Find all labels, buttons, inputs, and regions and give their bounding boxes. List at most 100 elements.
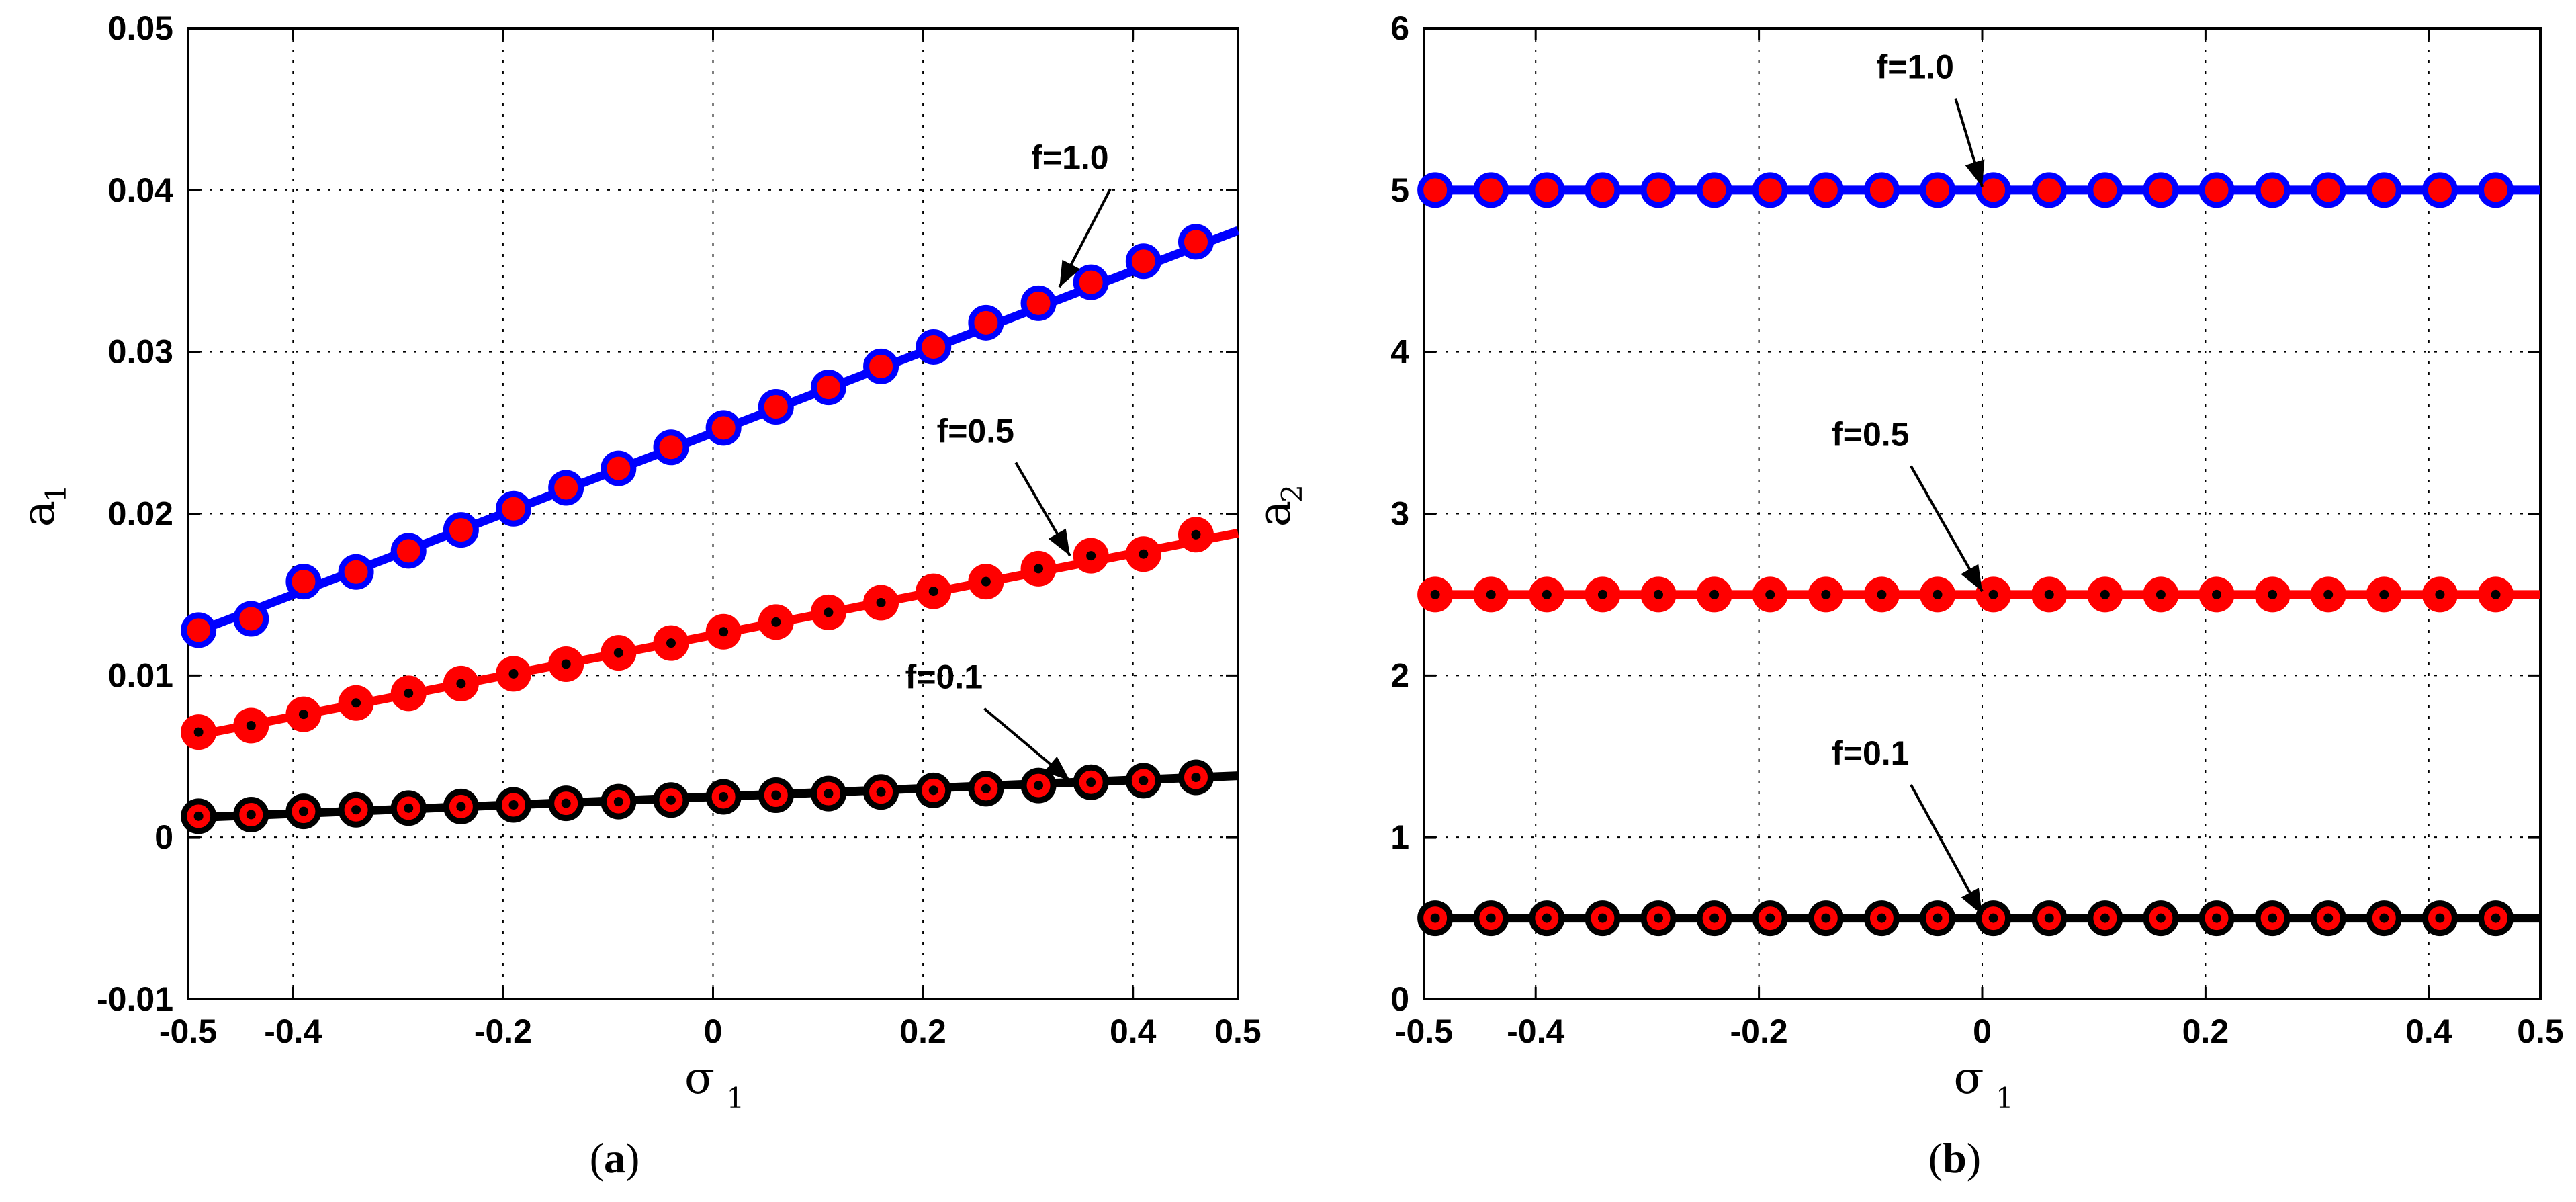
data-point-center bbox=[2435, 913, 2445, 923]
data-point-center bbox=[1139, 775, 1149, 785]
data-point-center bbox=[193, 811, 204, 821]
data-point bbox=[2310, 172, 2346, 208]
data-point-center bbox=[2100, 589, 2110, 599]
data-point-center bbox=[1430, 913, 1440, 923]
series-f=1.0 bbox=[181, 224, 1240, 648]
y-tick-label: 1 bbox=[1390, 818, 1409, 856]
data-point bbox=[1125, 243, 1161, 280]
panel-caption: (a) bbox=[590, 1134, 640, 1182]
annotation: f=1.0 bbox=[1877, 48, 1985, 187]
y-tick-label: 3 bbox=[1390, 495, 1409, 533]
y-tick-label: 0.05 bbox=[108, 9, 173, 47]
data-point-center bbox=[2323, 589, 2334, 599]
data-point bbox=[233, 601, 269, 637]
panel-caption: (b) bbox=[1928, 1134, 1981, 1182]
data-point-center bbox=[2268, 913, 2278, 923]
data-point bbox=[2254, 172, 2291, 208]
data-point bbox=[548, 470, 584, 506]
data-point-center bbox=[2379, 913, 2389, 923]
chart-panel-a: -0.5 -0.4 -0.2 0 0.2 0.4 0.5 -0.01 0 0.01 0.02 0.03… bbox=[13, 9, 1261, 1182]
data-point-center bbox=[561, 798, 571, 808]
data-point bbox=[1640, 172, 1677, 208]
data-point-center bbox=[508, 800, 519, 810]
data-point bbox=[443, 512, 479, 548]
data-point-center bbox=[824, 607, 834, 617]
y-tick-label: 5 bbox=[1390, 171, 1409, 209]
data-point bbox=[758, 389, 794, 425]
data-point-center bbox=[1086, 777, 1096, 787]
data-point-center bbox=[1486, 589, 1496, 599]
data-point-center bbox=[928, 785, 938, 796]
data-point bbox=[1529, 172, 1565, 208]
data-point-center bbox=[666, 795, 676, 805]
data-point-center bbox=[928, 587, 938, 597]
y-tick-label: -0.01 bbox=[97, 980, 173, 1018]
data-point bbox=[285, 564, 322, 600]
data-point-center bbox=[1139, 549, 1149, 559]
data-point-center bbox=[1486, 913, 1496, 923]
data-point-center bbox=[613, 797, 623, 807]
data-point bbox=[496, 490, 532, 527]
data-point bbox=[1752, 172, 1788, 208]
annotation: f=0.5 bbox=[937, 413, 1071, 557]
data-point-center bbox=[1597, 913, 1607, 923]
series-f=0.5 bbox=[1417, 576, 2540, 613]
x-tick-label: -0.4 bbox=[1507, 1013, 1564, 1050]
data-point-center bbox=[1933, 913, 1943, 923]
data-point-center bbox=[719, 627, 729, 637]
x-tick-label: 0.2 bbox=[899, 1013, 946, 1050]
annotation: f=1.0 bbox=[1031, 139, 1112, 288]
data-point-center bbox=[2491, 913, 2501, 923]
y-tick-label: 0 bbox=[1390, 980, 1409, 1018]
x-axis-label: σ bbox=[684, 1052, 715, 1104]
data-point-center bbox=[2268, 589, 2278, 599]
data-point bbox=[2143, 172, 2179, 208]
data-point-center bbox=[2156, 913, 2166, 923]
data-point-center bbox=[981, 576, 991, 587]
x-tick-label: 0 bbox=[1973, 1013, 1992, 1050]
data-point bbox=[390, 533, 427, 569]
x-axis-label: σ bbox=[1953, 1052, 1984, 1104]
data-point-center bbox=[1542, 589, 1552, 599]
y-tick-label: 0.02 bbox=[108, 495, 173, 533]
data-point-center bbox=[1709, 913, 1720, 923]
x-axis-label-subscript: 1 bbox=[727, 1082, 745, 1115]
data-point-center bbox=[2323, 913, 2334, 923]
data-point-center bbox=[1988, 913, 1998, 923]
data-point bbox=[1696, 172, 1732, 208]
data-point bbox=[1073, 264, 1109, 300]
x-axis-label-subscript: 1 bbox=[1996, 1082, 2014, 1115]
data-point-center bbox=[456, 802, 466, 812]
data-point-center bbox=[404, 803, 414, 813]
data-point bbox=[1808, 172, 1844, 208]
data-point bbox=[1417, 172, 1454, 208]
data-point-center bbox=[1086, 551, 1096, 561]
annotation: f=0.1 bbox=[1832, 734, 1984, 916]
data-point bbox=[2031, 172, 2068, 208]
data-point-center bbox=[1988, 589, 1998, 599]
data-point bbox=[863, 348, 899, 384]
series-f=0.1 bbox=[181, 759, 1239, 834]
data-point-center bbox=[1765, 589, 1775, 599]
x-tick-label: 0 bbox=[704, 1013, 723, 1050]
data-point-center bbox=[1933, 589, 1943, 599]
series-f=0.5 bbox=[181, 517, 1239, 750]
x-tick-label: -0.4 bbox=[264, 1013, 322, 1050]
data-point bbox=[2199, 172, 2235, 208]
data-point-center bbox=[771, 790, 781, 800]
data-point bbox=[1863, 172, 1900, 208]
chart-panel-b: -0.5 -0.4 -0.2 0 0.2 0.4 0.50123456f=1.0f=0.5f… bbox=[1249, 9, 2564, 1182]
data-point-center bbox=[298, 710, 308, 720]
data-point-center bbox=[1654, 589, 1664, 599]
data-point-center bbox=[1430, 589, 1440, 599]
annotation-label: f=0.1 bbox=[905, 658, 983, 696]
data-point-center bbox=[246, 810, 256, 820]
data-point-center bbox=[456, 679, 466, 689]
data-point-center bbox=[613, 648, 623, 658]
data-point-center bbox=[981, 783, 991, 793]
annotation-arrowhead bbox=[1961, 564, 1982, 592]
y-axis-label: a bbox=[13, 501, 64, 527]
data-point bbox=[601, 450, 637, 486]
data-point bbox=[1585, 172, 1621, 208]
annotation-label: f=0.5 bbox=[937, 413, 1014, 450]
